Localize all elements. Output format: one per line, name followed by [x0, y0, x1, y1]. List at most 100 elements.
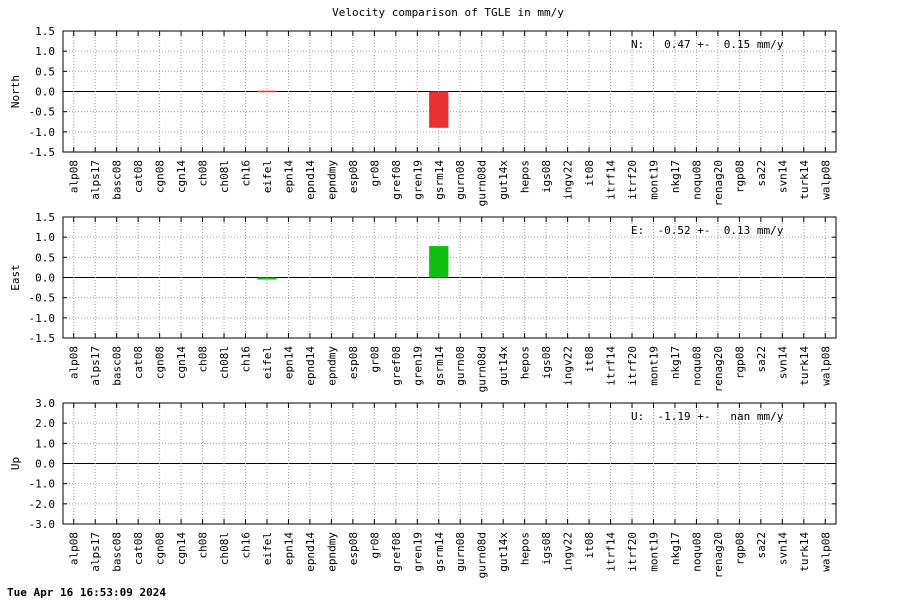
x-tick-label-epndmy: epndmy [325, 346, 338, 386]
x-tick-label-gren19: gren19 [411, 532, 424, 572]
x-tick-label-ch08: ch08 [197, 346, 210, 373]
y-axis-label: Up [9, 457, 22, 470]
x-tick-label-gren19: gren19 [411, 346, 424, 386]
x-tick-label-gref08: gref08 [390, 160, 403, 200]
bar-gsrm14 [429, 91, 449, 128]
x-tick-label-cat08: cat08 [132, 346, 145, 379]
x-tick-label-ch08l: ch08l [218, 532, 231, 565]
y-tick-label: 3.0 [35, 397, 55, 410]
y-tick-label: 1.0 [35, 437, 55, 450]
x-tick-label-epndmy: epndmy [325, 160, 338, 200]
x-tick-label-gren19: gren19 [411, 160, 424, 200]
x-tick-label-nkg17: nkg17 [669, 160, 682, 193]
panel-east: 1.5 1.0 0.5 0.0 -0.5 -1.0 -1.5 alp08 alps17 basc0… [9, 211, 837, 392]
x-tick-label-noqu08: noqu08 [690, 160, 703, 200]
x-tick-label-alps17: alps17 [89, 532, 102, 572]
x-tick-label-gurn08: gurn08 [454, 346, 467, 386]
x-tick-label-gr08: gr08 [368, 346, 381, 373]
y-tick-label: -2.0 [29, 498, 56, 511]
x-tick-label-ch16: ch16 [240, 346, 253, 373]
x-tick-label-ch08: ch08 [197, 160, 210, 187]
y-tick-label: 2.0 [35, 417, 55, 430]
chart-title: Velocity comparison of TGLE in mm/y [332, 6, 564, 19]
x-tick-label-epnd14: epnd14 [304, 346, 317, 386]
panel-annotation: U: -1.19 +- nan mm/y [631, 410, 784, 423]
x-tick-label-mont19: mont19 [647, 346, 660, 386]
x-tick-label-hepos: hepos [519, 532, 532, 565]
x-tick-label-cgn14: cgn14 [175, 532, 188, 565]
x-tick-label-nkg17: nkg17 [669, 532, 682, 565]
x-tick-label-gref08: gref08 [390, 346, 403, 386]
x-tick-label-cat08: cat08 [132, 160, 145, 193]
x-tick-label-itrf14: itrf14 [605, 160, 618, 200]
x-tick-label-cgn08: cgn08 [154, 346, 167, 379]
x-tick-label-basc08: basc08 [111, 160, 124, 200]
y-tick-label: 1.0 [35, 45, 55, 58]
y-tick-label: -0.5 [29, 106, 56, 119]
x-tick-label-it08: it08 [583, 346, 596, 373]
y-tick-label: -0.5 [29, 292, 56, 305]
x-tick-label-cgn14: cgn14 [175, 160, 188, 193]
x-tick-label-cat08: cat08 [132, 532, 145, 565]
x-tick-label-sa22: sa22 [755, 160, 768, 187]
x-tick-label-gurn08: gurn08 [454, 532, 467, 572]
x-tick-label-esp08: esp08 [347, 160, 360, 193]
x-tick-label-hepos: hepos [519, 346, 532, 379]
x-tick-label-renag20: renag20 [712, 346, 725, 392]
x-tick-label-sa22: sa22 [755, 346, 768, 373]
x-tick-label-gr08: gr08 [368, 160, 381, 187]
x-tick-label-turk14: turk14 [798, 532, 811, 572]
x-tick-label-itrf20: itrf20 [626, 346, 639, 386]
y-tick-label: 0.5 [35, 65, 55, 78]
x-tick-label-gurn08d: gurn08d [476, 346, 489, 392]
x-tick-label-it08: it08 [583, 160, 596, 187]
x-tick-label-basc08: basc08 [111, 532, 124, 572]
x-tick-label-mont19: mont19 [647, 160, 660, 200]
x-tick-label-eifel: eifel [261, 346, 274, 379]
x-tick-label-alp08: alp08 [68, 346, 81, 379]
x-tick-label-igs08: igs08 [540, 346, 553, 379]
x-tick-label-renag20: renag20 [712, 532, 725, 578]
x-tick-label-gurn08d: gurn08d [476, 532, 489, 578]
y-tick-label: -1.5 [29, 146, 56, 159]
x-tick-label-gsrm14: gsrm14 [433, 160, 446, 200]
x-tick-label-ch16: ch16 [240, 532, 253, 559]
bar-eifel [257, 277, 277, 280]
x-tick-label-sa22: sa22 [755, 532, 768, 559]
x-tick-label-gurn08: gurn08 [454, 160, 467, 200]
y-tick-label: 0.0 [35, 272, 55, 285]
x-tick-label-alp08: alp08 [68, 532, 81, 565]
x-tick-label-esp08: esp08 [347, 346, 360, 379]
x-tick-label-eifel: eifel [261, 160, 274, 193]
y-tick-label: 0.0 [35, 458, 55, 471]
x-tick-label-itrf14: itrf14 [605, 346, 618, 386]
x-tick-label-itrf20: itrf20 [626, 532, 639, 572]
y-tick-label: 0.0 [35, 86, 55, 99]
x-tick-label-gsrm14: gsrm14 [433, 346, 446, 386]
x-tick-label-it08: it08 [583, 532, 596, 559]
x-tick-label-epnd14: epnd14 [304, 532, 317, 572]
x-tick-label-ingv22: ingv22 [562, 346, 575, 386]
x-tick-label-esp08: esp08 [347, 532, 360, 565]
x-tick-label-rgp08: rgp08 [733, 160, 746, 193]
x-tick-label-gsrm14: gsrm14 [433, 532, 446, 572]
x-tick-label-cgn08: cgn08 [154, 160, 167, 193]
x-tick-label-epn14: epn14 [282, 346, 295, 379]
x-tick-label-noqu08: noqu08 [690, 346, 703, 386]
x-tick-label-ch08l: ch08l [218, 160, 231, 193]
x-tick-label-ingv22: ingv22 [562, 160, 575, 200]
x-tick-label-itrf20: itrf20 [626, 160, 639, 200]
x-tick-label-igs08: igs08 [540, 532, 553, 565]
x-tick-label-alps17: alps17 [89, 346, 102, 386]
x-tick-label-turk14: turk14 [798, 346, 811, 386]
y-tick-label: 0.5 [35, 251, 55, 264]
x-tick-label-walp08: walp08 [819, 160, 832, 200]
footer-timestamp: Tue Apr 16 16:53:09 2024 [7, 586, 166, 599]
x-tick-label-svn14: svn14 [776, 160, 789, 193]
x-tick-label-rgp08: rgp08 [733, 532, 746, 565]
chart-panels: 1.5 1.0 0.5 0.0 -0.5 -1.0 -1.5 alp08 alps17 basc0… [9, 25, 837, 578]
x-tick-label-eifel: eifel [261, 532, 274, 565]
x-tick-label-basc08: basc08 [111, 346, 124, 386]
x-tick-label-turk14: turk14 [798, 160, 811, 200]
x-tick-label-gut14x: gut14x [497, 532, 510, 572]
